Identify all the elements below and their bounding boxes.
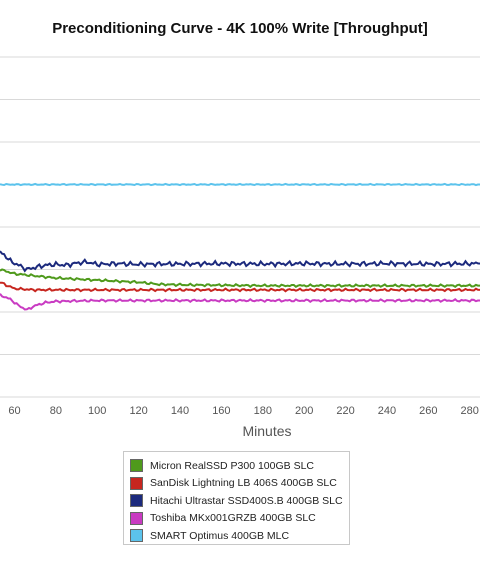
x-tick-label: 280	[460, 405, 478, 417]
legend-swatch	[130, 511, 143, 525]
series-line	[0, 250, 480, 273]
legend-swatch	[130, 494, 143, 508]
x-tick-label: 80	[50, 405, 62, 417]
chart-title: Preconditioning Curve - 4K 100% Write [T…	[52, 20, 428, 37]
legend: Micron RealSSD P300 100GB SLC SanDisk Lig…	[123, 451, 350, 545]
series-line	[0, 268, 480, 289]
legend-swatch	[130, 529, 143, 543]
x-tick-label: 160	[212, 405, 230, 417]
legend-label: SMART Optimus 400GB MLC	[150, 529, 290, 542]
legend-item: SanDisk Lightning LB 406S 400GB SLC	[130, 475, 349, 493]
legend-item: Toshiba MKx001GRZB 400GB SLC	[130, 510, 349, 528]
legend-swatch	[130, 459, 143, 473]
x-tick-label: 120	[129, 405, 147, 417]
x-tick-label: 180	[254, 405, 272, 417]
series-line	[0, 293, 480, 311]
series-layer	[0, 182, 480, 311]
legend-label: Micron RealSSD P300 100GB SLC	[150, 459, 314, 472]
legend-label: Toshiba MKx001GRZB 400GB SLC	[150, 512, 316, 525]
x-tick-labels: 60 80 100 120 140 160 180 200 220 240 260 280	[8, 405, 478, 417]
series-line	[0, 182, 480, 187]
legend-item: Hitachi Ultrastar SSD400S.B 400GB SLC	[130, 492, 349, 510]
x-tick-label: 240	[378, 405, 396, 417]
legend-swatch	[130, 476, 143, 490]
x-axis-title: Minutes	[242, 423, 291, 439]
series-line	[0, 281, 480, 293]
x-tick-label: 220	[336, 405, 354, 417]
x-tick-label: 260	[419, 405, 437, 417]
legend-label: SanDisk Lightning LB 406S 400GB SLC	[150, 477, 337, 490]
legend-item: SMART Optimus 400GB MLC	[130, 527, 349, 545]
grid-layer	[0, 56, 480, 398]
legend-item: Micron RealSSD P300 100GB SLC	[130, 457, 349, 475]
legend-label: Hitachi Ultrastar SSD400S.B 400GB SLC	[150, 494, 343, 507]
x-tick-label: 100	[88, 405, 106, 417]
x-tick-label: 200	[295, 405, 313, 417]
x-tick-label: 140	[171, 405, 189, 417]
x-tick-label: 60	[8, 405, 20, 417]
